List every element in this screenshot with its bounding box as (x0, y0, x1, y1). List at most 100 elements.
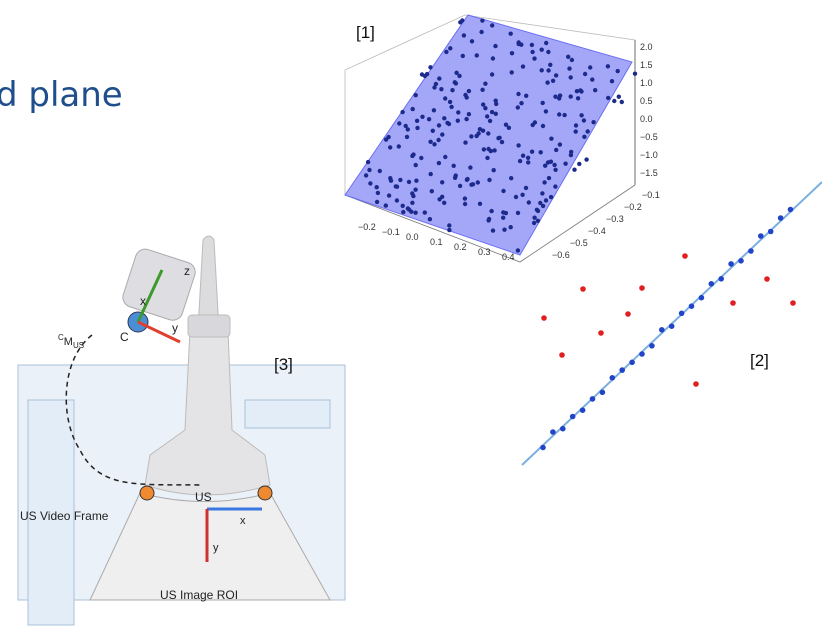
point (557, 112, 562, 117)
y-tick-label: −0.6 (552, 250, 570, 260)
point (546, 175, 552, 181)
point (579, 113, 584, 118)
point (486, 218, 491, 223)
point (553, 73, 559, 78)
point (466, 112, 472, 117)
point (460, 53, 465, 59)
point (475, 180, 480, 185)
point (563, 161, 568, 166)
point (490, 23, 495, 28)
outlier (790, 300, 796, 306)
point (386, 193, 392, 198)
point (539, 68, 544, 73)
point (443, 96, 448, 101)
point (542, 180, 547, 185)
outlier (693, 381, 699, 387)
point (433, 81, 439, 87)
inlier (589, 396, 596, 402)
x-tick-label: −0.1 (382, 227, 400, 237)
point (452, 80, 457, 85)
point (530, 49, 535, 55)
axis-label: x (240, 515, 246, 527)
point (509, 176, 514, 181)
point (568, 152, 574, 158)
point (411, 152, 416, 157)
point (584, 157, 589, 162)
point (554, 147, 559, 153)
point (397, 121, 402, 126)
point (415, 125, 420, 131)
point (568, 75, 573, 80)
point (493, 98, 498, 103)
point (479, 29, 484, 35)
point (377, 168, 382, 174)
point (469, 182, 474, 187)
z-tick-label: 1.5 (640, 60, 653, 70)
point (517, 158, 523, 164)
point (363, 173, 369, 178)
point (410, 200, 415, 205)
point (462, 196, 468, 201)
point (532, 56, 537, 61)
outlier (639, 285, 645, 291)
point (548, 62, 553, 67)
point (520, 153, 526, 158)
point (513, 194, 519, 200)
point (428, 171, 433, 177)
point (405, 206, 411, 211)
inlier (678, 310, 685, 317)
frame-label: C (120, 330, 129, 344)
inlier (718, 276, 724, 282)
point (519, 42, 524, 47)
inlier (540, 444, 546, 451)
point (568, 94, 573, 99)
point (401, 209, 406, 215)
point (508, 225, 513, 230)
point (367, 167, 372, 173)
axis-label: y (213, 542, 219, 554)
points-2d (540, 206, 796, 451)
panel-label: [2] (750, 351, 769, 370)
point (605, 64, 611, 69)
point (543, 109, 549, 114)
inlier (659, 327, 665, 333)
axis-z (136, 269, 164, 323)
point (414, 178, 419, 183)
point (393, 184, 398, 189)
point (450, 88, 455, 93)
inlier (668, 323, 675, 330)
point (449, 104, 454, 110)
point (405, 127, 410, 132)
inlier (767, 228, 774, 235)
point (609, 79, 615, 84)
point (386, 134, 391, 140)
point (545, 160, 551, 165)
point (496, 136, 501, 141)
point (501, 215, 506, 220)
point (515, 248, 521, 253)
point (430, 128, 435, 133)
x-tick-label: 0.4 (502, 252, 515, 262)
outlier (598, 330, 604, 336)
point (462, 201, 468, 207)
point (455, 118, 460, 123)
point (619, 99, 624, 105)
point (431, 108, 437, 113)
z-tick-label: 0.0 (640, 114, 653, 124)
point (453, 173, 458, 178)
point (546, 68, 551, 73)
point (509, 70, 514, 75)
point (432, 85, 437, 90)
corner-marker (257, 485, 273, 501)
point (469, 134, 474, 139)
point (632, 71, 638, 76)
frame-panel (27, 399, 75, 626)
point (486, 146, 491, 152)
point (540, 100, 545, 106)
point (509, 51, 515, 56)
point (400, 109, 405, 115)
point (404, 134, 410, 140)
axis-label: y (172, 321, 178, 335)
video-frame-label: US Video Frame (20, 509, 109, 523)
